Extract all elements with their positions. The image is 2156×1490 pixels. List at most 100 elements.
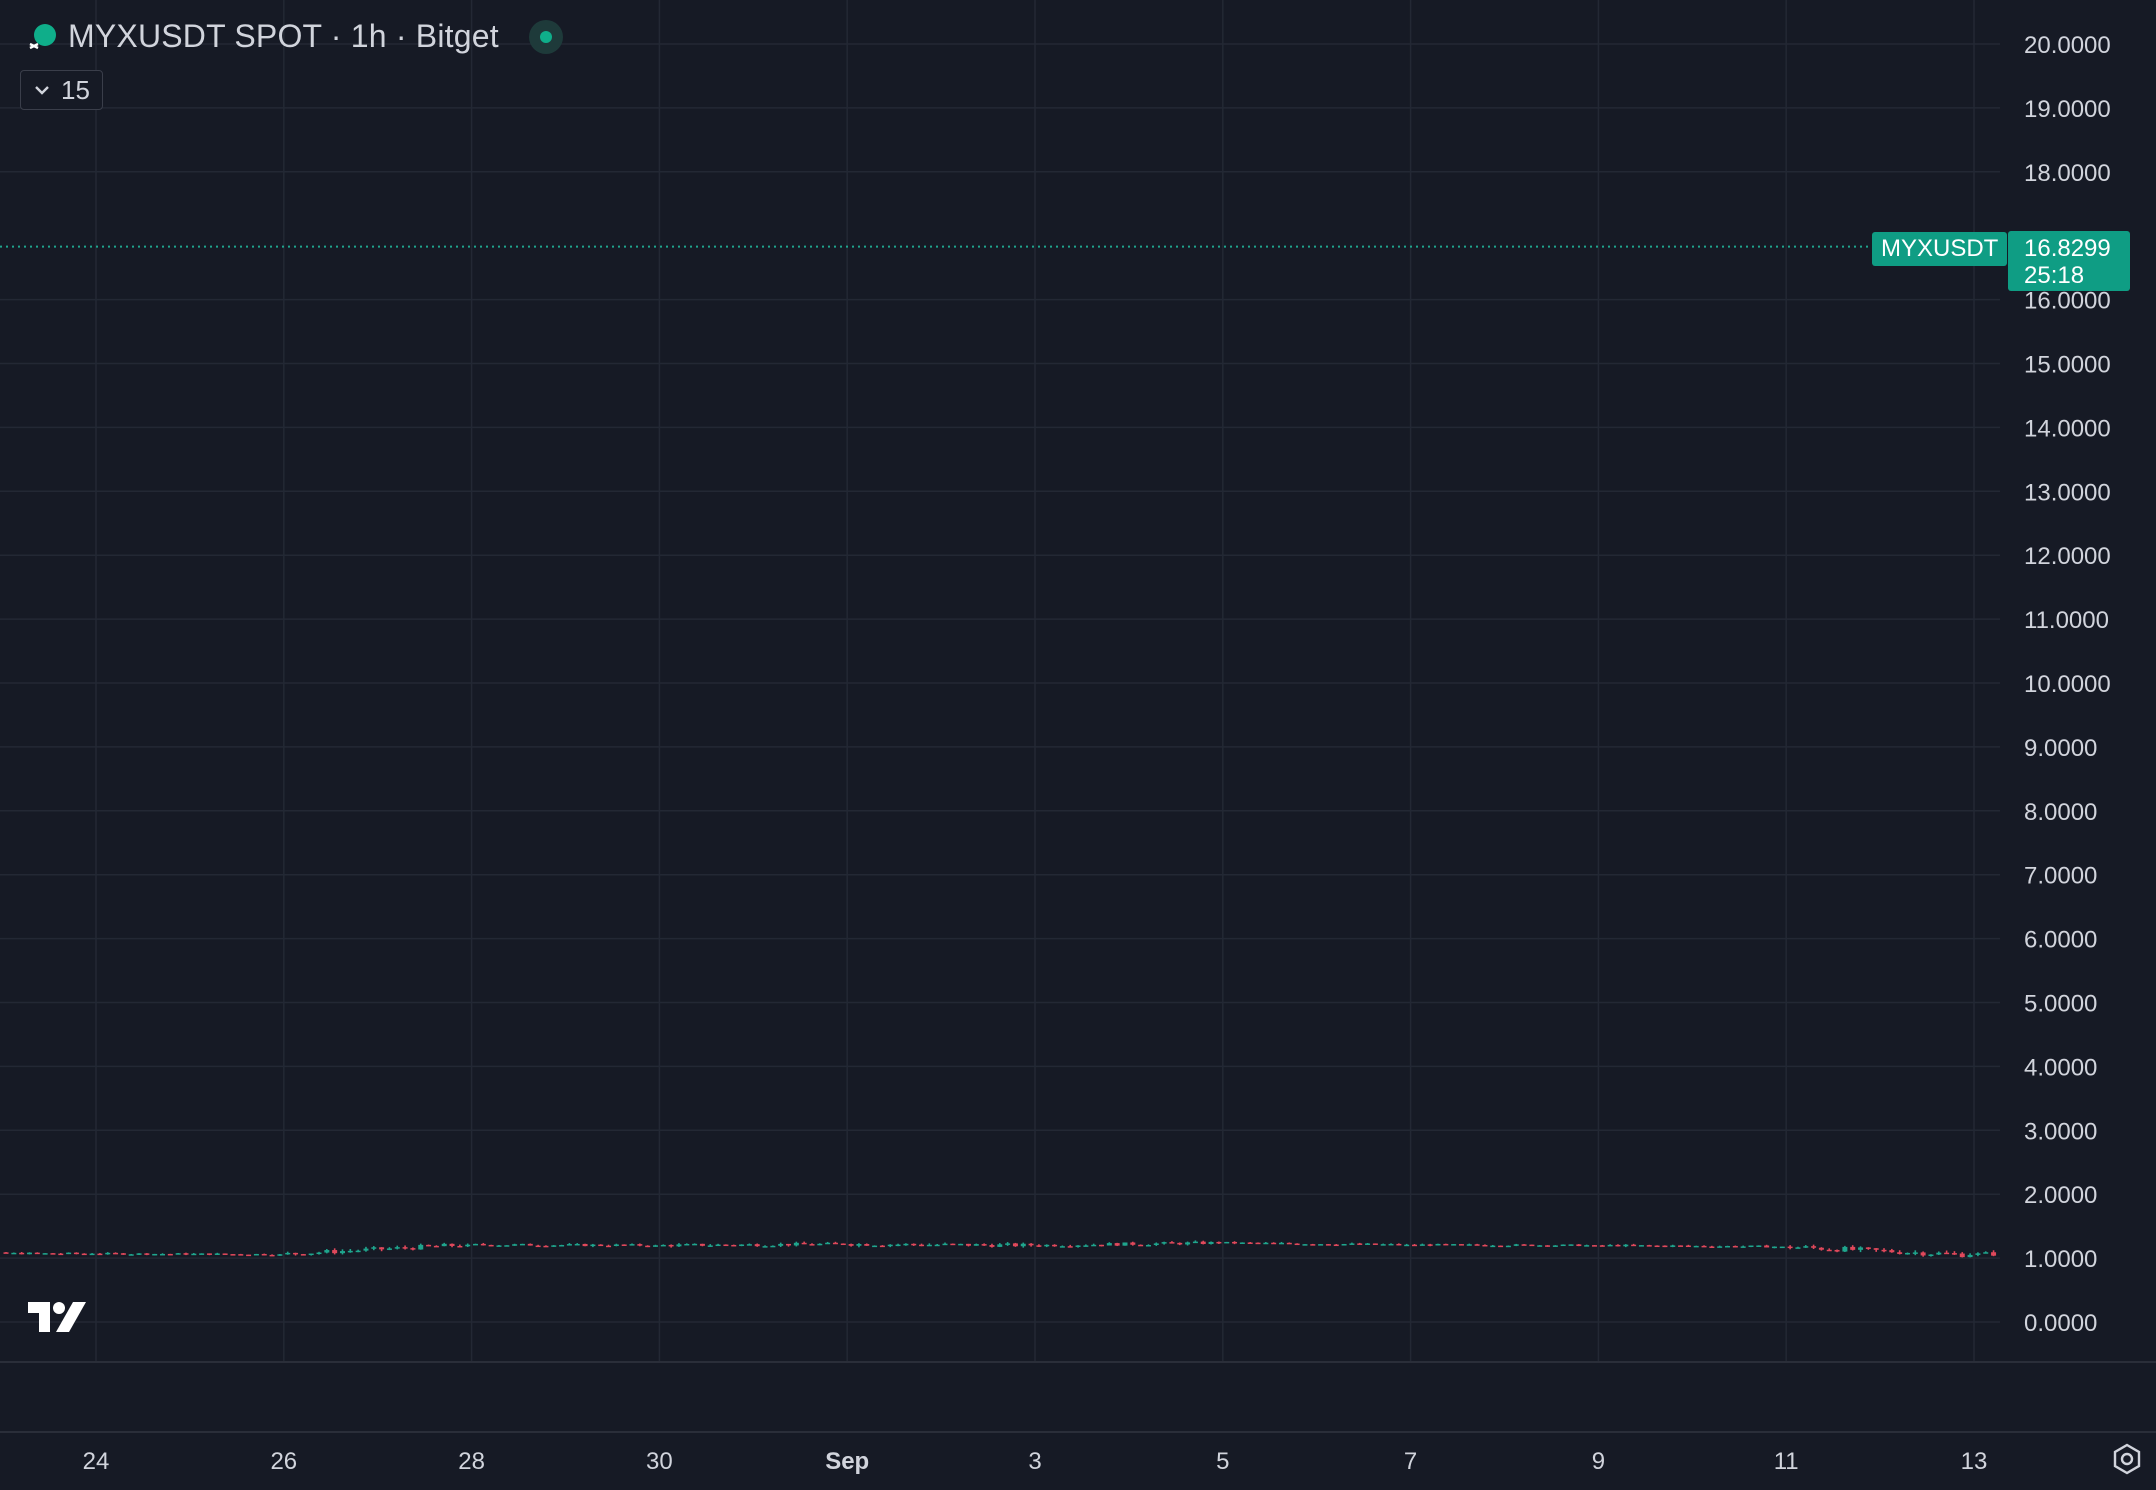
candle-body — [363, 1248, 369, 1251]
candle-body — [1623, 1244, 1629, 1247]
candle-body — [1740, 1246, 1746, 1248]
candle-body — [778, 1243, 784, 1246]
time-axis[interactable]: 24 26 28 30 Sep 3 5 7 9 11 13 — [83, 1448, 1988, 1475]
candle-body — [316, 1252, 322, 1255]
y-tick-label: 0.0000 — [2024, 1310, 2097, 1337]
candle-body — [582, 1243, 588, 1247]
candle-body — [676, 1244, 682, 1247]
candle-body — [1928, 1254, 1934, 1257]
candle-body — [1709, 1246, 1715, 1248]
candle-body — [1936, 1252, 1942, 1255]
candle-body — [1216, 1241, 1222, 1244]
candle-body — [1779, 1246, 1785, 1249]
gear-icon — [2113, 1443, 2141, 1475]
candle-body — [1365, 1243, 1371, 1245]
candle-body — [293, 1252, 299, 1255]
candle-body — [973, 1244, 979, 1246]
y-tick-label: 8.0000 — [2024, 799, 2097, 826]
candle-body — [89, 1253, 95, 1256]
candle-body — [1427, 1244, 1433, 1246]
candle-body — [1678, 1245, 1684, 1247]
candle-body — [1443, 1243, 1449, 1246]
candle-body — [1615, 1244, 1621, 1247]
indicators-toggle-button[interactable]: 15 — [20, 70, 103, 110]
candle-body — [441, 1243, 447, 1247]
candle-body — [699, 1243, 705, 1246]
candle-body — [1771, 1246, 1777, 1249]
candle-body — [1185, 1242, 1191, 1245]
candle-body — [1552, 1245, 1558, 1247]
y-tick-label: 16.0000 — [2024, 288, 2111, 315]
chart-settings-button[interactable] — [2110, 1442, 2144, 1476]
candle-body — [1028, 1243, 1034, 1246]
candle-body — [1349, 1243, 1355, 1245]
candle-body — [856, 1244, 862, 1246]
candle-body — [1881, 1249, 1887, 1252]
candle-body — [1693, 1245, 1699, 1248]
candle-body — [11, 1252, 17, 1255]
candle-body — [1310, 1244, 1316, 1246]
y-tick-label: 12.0000 — [2024, 543, 2111, 570]
candle-body — [160, 1253, 166, 1256]
candle-body — [1419, 1244, 1425, 1246]
candle-body — [1341, 1244, 1347, 1246]
y-tick-label: 11.0000 — [2024, 607, 2109, 634]
candle-body — [1333, 1244, 1339, 1247]
candle-body — [1889, 1250, 1895, 1253]
candle-body — [1247, 1242, 1253, 1244]
candle-body — [1177, 1242, 1183, 1245]
candle-body — [707, 1245, 713, 1247]
candle-body — [34, 1252, 40, 1255]
x-tick-label: 11 — [1774, 1448, 1799, 1475]
candle-body — [629, 1244, 635, 1246]
candle-body — [1498, 1245, 1504, 1248]
bitget-logo-icon — [28, 22, 58, 52]
bar-countdown: 25:18 — [2024, 262, 2085, 289]
candle-body — [1607, 1244, 1613, 1247]
candle-body — [1372, 1243, 1378, 1245]
candle-body — [480, 1243, 486, 1246]
candle-body — [183, 1253, 189, 1255]
candle-body — [652, 1245, 658, 1247]
market-status-icon[interactable] — [528, 19, 563, 54]
candle-body — [1005, 1243, 1011, 1245]
candle-body — [1466, 1244, 1472, 1246]
candle-body — [1599, 1245, 1605, 1247]
candle-body — [1826, 1249, 1832, 1252]
candle-body — [1232, 1241, 1238, 1244]
candle-body — [1584, 1245, 1590, 1247]
x-tick-label: 3 — [1028, 1448, 1041, 1475]
candle-body — [1388, 1243, 1394, 1246]
candle-body — [1717, 1246, 1723, 1248]
candle-body — [645, 1245, 651, 1248]
candle-body — [527, 1243, 533, 1246]
price-axis[interactable]: 0.0000 1.0000 2.0000 3.0000 4.0000 5.0000 6.00… — [2024, 32, 2111, 1337]
x-tick-label: 28 — [458, 1448, 485, 1475]
candle-body — [1052, 1244, 1058, 1247]
candle-body — [26, 1252, 32, 1255]
candle-body — [42, 1253, 48, 1255]
symbol-legend[interactable]: MYXUSDT SPOT · 1h · Bitget — [28, 18, 563, 55]
candle-body — [347, 1250, 353, 1253]
candle-body — [1521, 1244, 1527, 1246]
candle-body — [269, 1254, 275, 1257]
tradingview-logo-icon[interactable] — [26, 1300, 88, 1339]
candle-body — [926, 1244, 932, 1247]
candle-body — [1591, 1245, 1597, 1247]
candle-body — [1044, 1244, 1050, 1247]
candle-body — [1474, 1244, 1480, 1246]
candle-body — [1568, 1244, 1574, 1246]
candle-body — [1153, 1243, 1159, 1245]
candle-body — [1732, 1245, 1738, 1248]
symbol-title[interactable]: MYXUSDT SPOT · 1h · Bitget — [68, 18, 499, 54]
candle-body — [1662, 1245, 1668, 1248]
candle-body — [1560, 1244, 1566, 1247]
candle-body — [950, 1243, 956, 1246]
candle-body — [1482, 1244, 1488, 1247]
y-tick-label: 10.0000 — [2024, 671, 2111, 698]
candle-body — [19, 1252, 25, 1255]
candle-body — [175, 1253, 181, 1255]
candle-body — [238, 1254, 244, 1256]
